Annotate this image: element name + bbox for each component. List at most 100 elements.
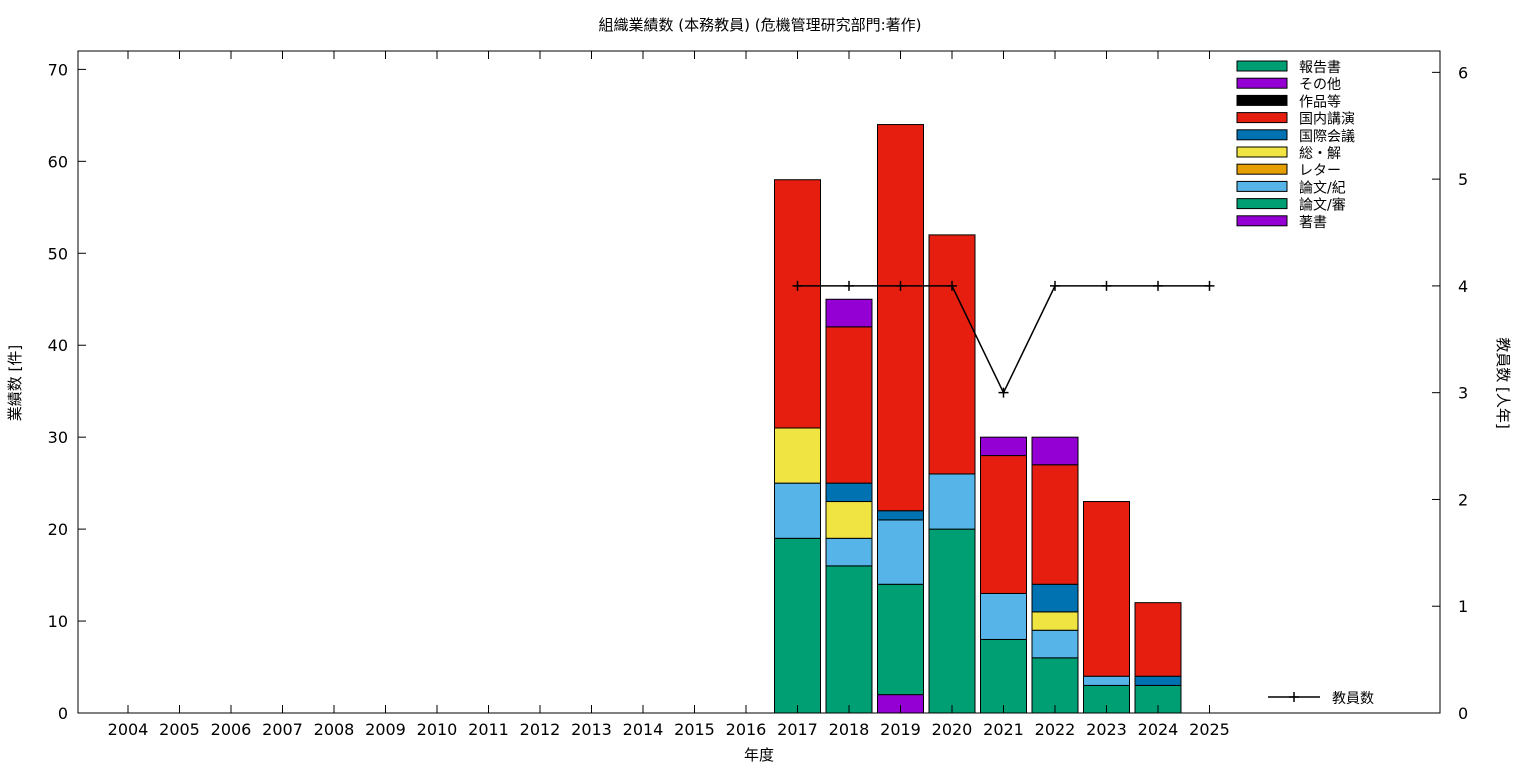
- y-tick-label: 30: [48, 428, 68, 447]
- line-layer: [792, 280, 1215, 398]
- legend-swatch: [1236, 198, 1288, 210]
- x-tick-label: 2015: [674, 720, 715, 739]
- bar-2024-series-5: [1134, 675, 1182, 686]
- axes-layer: 0 10 20 30 40 50 60 70 0 1 2 3 4 5 6 2004 2005 2006 2007 20…: [48, 51, 1468, 739]
- y2-tick-label: 0: [1458, 704, 1468, 723]
- x-tick-label: 2005: [159, 720, 200, 739]
- bar-2022-series-6: [1031, 464, 1079, 585]
- line-legend: 教員数: [1268, 691, 1374, 707]
- legend-swatch: [1236, 129, 1288, 141]
- legend-label: 論文/審: [1299, 198, 1346, 214]
- y-tick-label: 40: [48, 336, 68, 355]
- line-point-2021: [998, 387, 1009, 398]
- y-tick-label: 50: [48, 244, 68, 263]
- x-tick-label: 2009: [365, 720, 406, 739]
- line-point-2022: [1050, 280, 1060, 291]
- legend-label: 国際会議: [1299, 128, 1355, 145]
- y-tick-label: 0: [58, 704, 68, 723]
- y2-tick-label: 3: [1458, 384, 1468, 403]
- line-point-2023: [1101, 280, 1112, 291]
- x-tick-label: 2011: [468, 720, 509, 739]
- bar-2017-series-4: [774, 427, 821, 484]
- legend-swatch: [1236, 215, 1288, 227]
- x-tick-label: 2013: [571, 720, 612, 739]
- bar-2021-series-1: [980, 638, 1027, 714]
- x-tick-label: 2006: [211, 720, 252, 739]
- bar-2022-series-4: [1031, 611, 1079, 631]
- y-tick-label: 70: [48, 60, 68, 79]
- x-tick-label: 2014: [623, 720, 664, 739]
- legend-label: 著書: [1299, 215, 1327, 231]
- y-axis-label: 業績数 [件]: [6, 345, 24, 421]
- legend-label: 総・解: [1299, 146, 1341, 162]
- x-axis-label: 年度: [744, 746, 774, 764]
- bar-2024-series-6: [1134, 602, 1182, 677]
- bar-2019-series-2: [877, 519, 924, 585]
- bar-2018-series-6: [825, 326, 873, 484]
- bar-2022-series-1: [1031, 657, 1079, 714]
- y2-tick-label: 2: [1458, 490, 1468, 509]
- legend-swatch: [1236, 146, 1288, 158]
- bar-2020-series-6: [928, 234, 976, 475]
- legend-swatch: [1236, 77, 1288, 89]
- bar-2023-series-6: [1083, 501, 1130, 677]
- x-tick-label: 2004: [108, 720, 149, 739]
- bar-2018-series-5: [825, 482, 873, 503]
- x-tick-label: 2018: [829, 720, 870, 739]
- line-point-2017: [792, 280, 803, 291]
- line-point-2025: [1204, 280, 1215, 291]
- bar-2021-series-6: [980, 455, 1027, 594]
- x-tick-label: 2021: [983, 720, 1024, 739]
- plot-frame: [77, 50, 1441, 714]
- bar-2019-series-1: [877, 583, 924, 696]
- bar-2021-series-2: [980, 592, 1027, 640]
- y2-tick-label: 6: [1458, 63, 1468, 82]
- y2-tick-label: 1: [1458, 597, 1468, 616]
- x-tick-label: 2017: [777, 720, 818, 739]
- x-tick-label: 2025: [1189, 720, 1230, 739]
- legend-label: 報告書: [1299, 60, 1341, 76]
- bar-2021-series-8: [980, 436, 1027, 457]
- legend-swatch: [1236, 112, 1288, 124]
- legend-label: 国内講演: [1299, 112, 1355, 128]
- y-tick-label: 20: [48, 520, 68, 539]
- x-tick-label: 2016: [726, 720, 767, 739]
- legend-label: 論文/紀: [1299, 180, 1346, 196]
- bar-2018-series-2: [825, 537, 873, 567]
- bar-2020-series-2: [928, 473, 976, 530]
- y2-tick-label: 5: [1458, 170, 1468, 189]
- y2-axis-label: 教員数 [人年]: [1494, 337, 1512, 428]
- x-tick-label: 2010: [417, 720, 458, 739]
- legend-label: レター: [1299, 163, 1341, 179]
- bar-2019-series-6: [877, 124, 924, 512]
- line-point-2024: [1153, 280, 1163, 291]
- x-tick-label: 2024: [1138, 720, 1179, 739]
- legend-swatch: [1236, 94, 1288, 106]
- bar-2023-series-2: [1083, 675, 1130, 686]
- legend-swatch: [1236, 60, 1288, 72]
- legend-swatch: [1236, 180, 1288, 192]
- x-tick-label: 2022: [1035, 720, 1076, 739]
- x-tick-label: 2007: [262, 720, 303, 739]
- y-tick-label: 60: [48, 152, 68, 171]
- bar-2020-series-1: [928, 528, 976, 714]
- y2-tick-label: 4: [1458, 277, 1468, 296]
- x-tick-label: 2023: [1086, 720, 1127, 739]
- bar-2017-series-1: [774, 537, 821, 714]
- chart-title: 組織業績数 (本務教員) (危機管理研究部門:著作): [598, 16, 921, 34]
- line-point-2019: [895, 280, 906, 291]
- bar-2022-series-5: [1031, 583, 1079, 613]
- bar-2017-series-2: [774, 482, 821, 539]
- legend-swatch: [1236, 163, 1288, 175]
- legend-label: その他: [1299, 77, 1341, 93]
- line-point-2018: [844, 280, 854, 291]
- line-legend-marker: [1289, 692, 1299, 702]
- line-point-2020: [947, 280, 957, 291]
- legend-label: 作品等: [1299, 93, 1341, 110]
- x-tick-label: 2012: [520, 720, 561, 739]
- x-tick-label: 2020: [932, 720, 973, 739]
- bar-2018-series-8: [825, 298, 873, 328]
- y-tick-label: 10: [48, 612, 68, 631]
- bar-2018-series-1: [825, 565, 873, 714]
